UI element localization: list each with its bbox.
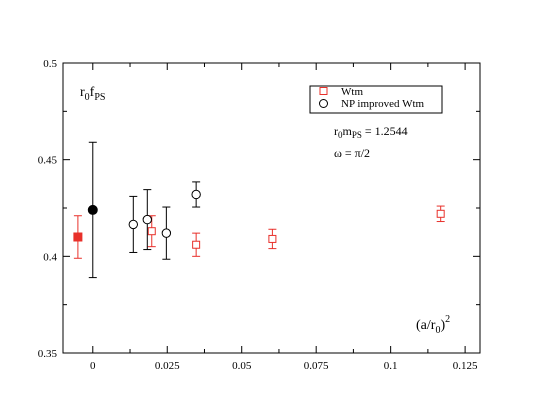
mass-value: = 1.2544: [362, 124, 408, 138]
axis-ticks: 0 0.025 0.05 0.075 0.1 0.125 0.35 0.4 0.45 0.5: [38, 58, 480, 372]
legend-label-wtm: Wtm: [341, 86, 363, 98]
x-tick-label: 0.025: [155, 360, 180, 372]
omega-annotation: ω = π/2: [334, 146, 370, 160]
square-marker: [73, 232, 83, 242]
mass-sub2: PS: [352, 130, 362, 140]
data-point: [142, 189, 152, 251]
data-point: [73, 215, 83, 259]
square-marker: [147, 227, 156, 236]
y-axis-label-sub1: 0: [85, 92, 90, 103]
y-tick-label: 0.4: [43, 251, 57, 263]
mass-sub1: 0: [338, 130, 343, 140]
data-point: [192, 232, 201, 257]
x-tick-label: 0: [90, 360, 96, 372]
data-point: [268, 228, 277, 250]
y-axis-label-mid: f: [90, 85, 95, 100]
x-tick-label: 0.125: [453, 360, 478, 372]
y-tick-label: 0.35: [38, 348, 58, 360]
data-marks: [73, 141, 445, 279]
data-point: [161, 206, 172, 260]
legend: Wtm NP improved Wtm: [309, 85, 443, 114]
x-axis-label-sup: 2: [445, 314, 450, 325]
legend-box: [309, 85, 443, 114]
data-point: [87, 141, 98, 279]
circle-marker: [128, 219, 138, 230]
x-tick-label: 0.05: [232, 360, 252, 372]
x-axis-label-main: (a/r: [416, 318, 436, 333]
circle-marker: [87, 204, 98, 215]
circle-marker: [161, 228, 172, 238]
square-marker: [436, 209, 445, 218]
x-axis-label: (a/r0)2: [416, 314, 450, 336]
square-marker: [268, 234, 277, 243]
y-axis-label-sub2: PS: [94, 92, 105, 103]
x-tick-label: 0.075: [304, 360, 329, 372]
x-axis-label-close: ): [440, 318, 445, 333]
data-point: [436, 205, 445, 223]
y-axis-label-main: r: [80, 85, 85, 100]
mass-mid: m: [343, 124, 353, 138]
square-marker: [192, 240, 201, 249]
y-tick-label: 0.5: [43, 58, 57, 70]
y-axis-label: r0fPS: [80, 85, 105, 103]
mass-annotation: r0mPS = 1.2544: [334, 124, 408, 140]
circle-marker: [191, 189, 201, 200]
x-tick-label: 0.1: [384, 360, 398, 372]
mass-prefix: r: [334, 124, 338, 138]
data-point: [128, 195, 138, 253]
data-point: [191, 181, 201, 208]
legend-marker-np-improved-wtm: [319, 99, 328, 108]
x-axis-label-sub: 0: [435, 325, 440, 336]
legend-label-np-improved-wtm: NP improved Wtm: [341, 98, 425, 110]
y-tick-label: 0.45: [38, 155, 58, 167]
legend-marker-wtm: [319, 87, 328, 95]
circle-marker: [142, 214, 152, 225]
